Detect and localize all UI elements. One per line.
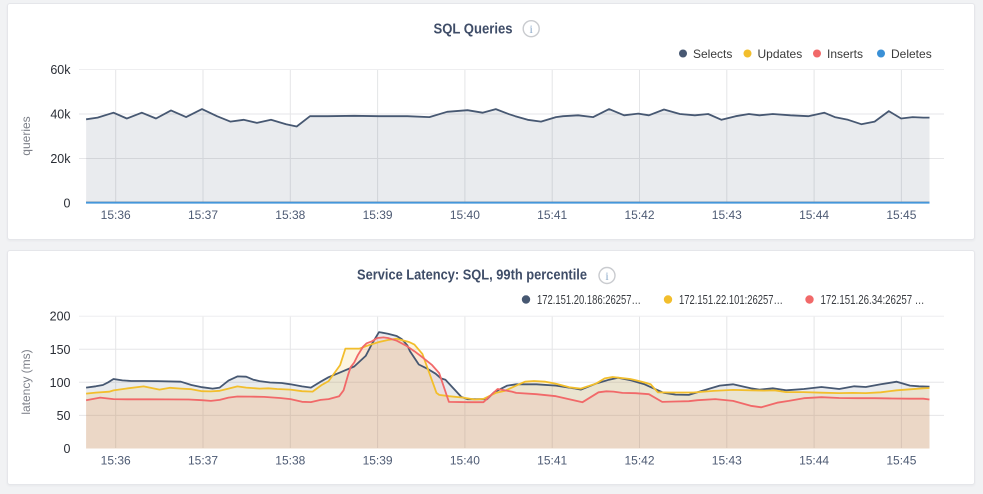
svg-text:0: 0 <box>64 197 71 211</box>
svg-text:15:36: 15:36 <box>101 208 131 222</box>
svg-text:latency (ms): latency (ms) <box>19 349 33 414</box>
svg-text:150: 150 <box>50 343 71 357</box>
svg-text:172.151.20.186:26257…: 172.151.20.186:26257… <box>537 293 641 307</box>
svg-text:15:39: 15:39 <box>363 454 393 468</box>
svg-text:20k: 20k <box>50 152 71 166</box>
svg-text:Service Latency: SQL, 99th per: Service Latency: SQL, 99th percentile <box>357 268 587 284</box>
svg-text:15:43: 15:43 <box>712 454 742 468</box>
svg-text:60k: 60k <box>50 63 71 77</box>
svg-text:15:42: 15:42 <box>624 454 654 468</box>
svg-text:15:41: 15:41 <box>537 208 567 222</box>
svg-text:15:38: 15:38 <box>275 208 305 222</box>
svg-text:i: i <box>605 269 609 283</box>
svg-text:Inserts: Inserts <box>827 47 863 61</box>
svg-text:15:45: 15:45 <box>886 208 916 222</box>
svg-text:15:43: 15:43 <box>712 208 742 222</box>
svg-text:172.151.22.101:26257…: 172.151.22.101:26257… <box>679 293 783 307</box>
svg-text:15:44: 15:44 <box>799 454 829 468</box>
svg-text:SQL Queries: SQL Queries <box>434 22 513 38</box>
svg-text:200: 200 <box>50 310 71 324</box>
svg-text:Deletes: Deletes <box>891 47 932 61</box>
svg-text:0: 0 <box>64 442 71 456</box>
svg-text:15:36: 15:36 <box>101 454 131 468</box>
svg-text:15:41: 15:41 <box>537 454 567 468</box>
svg-text:50: 50 <box>57 409 71 423</box>
svg-text:15:37: 15:37 <box>188 454 218 468</box>
svg-text:172.151.26.34:26257 …: 172.151.26.34:26257 … <box>821 293 925 307</box>
svg-text:100: 100 <box>50 376 71 390</box>
svg-text:15:39: 15:39 <box>363 208 393 222</box>
svg-text:Updates: Updates <box>758 47 803 61</box>
svg-text:15:40: 15:40 <box>450 208 480 222</box>
svg-text:15:38: 15:38 <box>275 454 305 468</box>
svg-text:15:37: 15:37 <box>188 208 218 222</box>
svg-text:15:42: 15:42 <box>624 208 654 222</box>
svg-text:Selects: Selects <box>693 47 732 61</box>
svg-text:15:44: 15:44 <box>799 208 829 222</box>
svg-text:queries: queries <box>19 116 33 155</box>
svg-text:15:45: 15:45 <box>886 454 916 468</box>
svg-text:i: i <box>530 22 534 36</box>
svg-text:15:40: 15:40 <box>450 454 480 468</box>
svg-text:40k: 40k <box>50 108 71 122</box>
